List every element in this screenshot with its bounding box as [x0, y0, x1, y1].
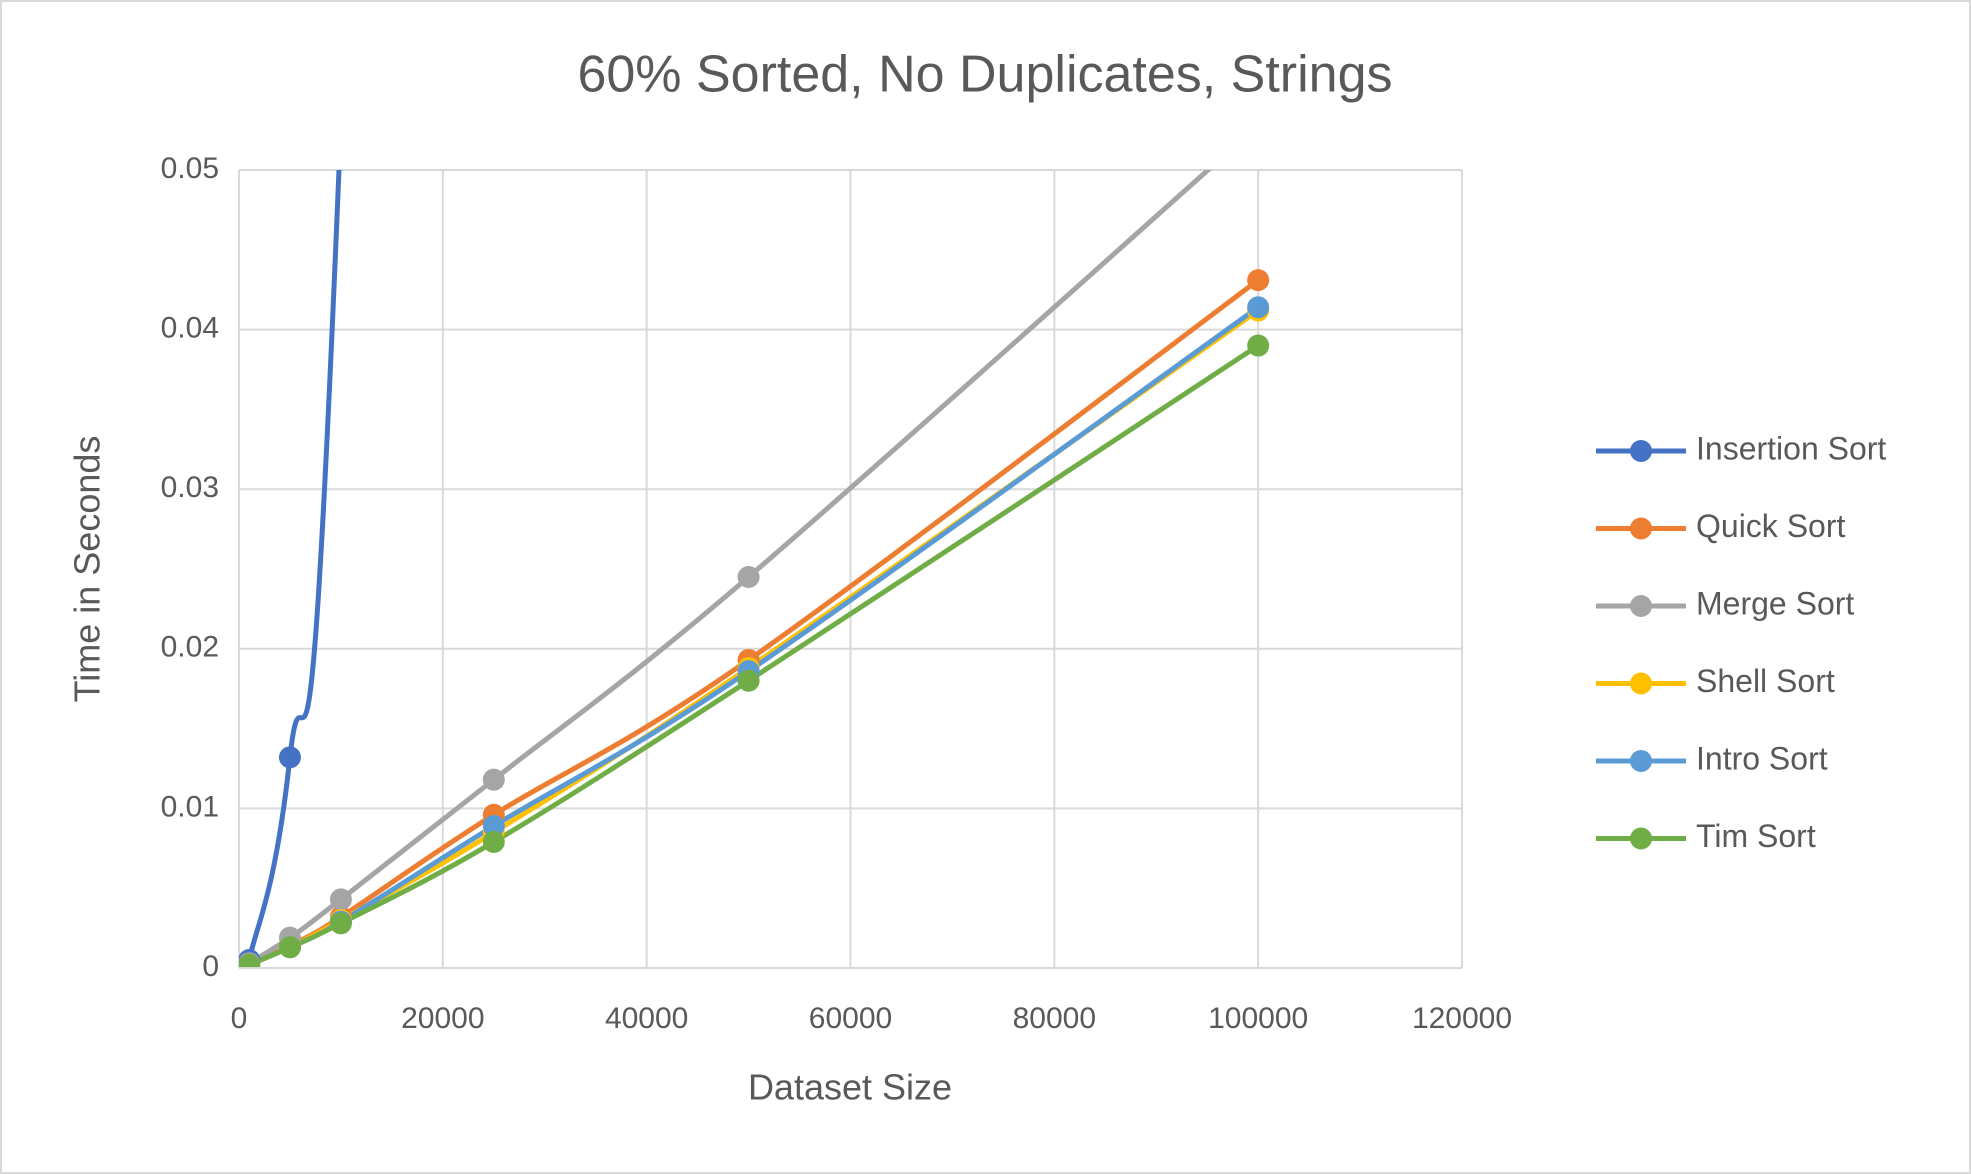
legend-marker	[1630, 517, 1652, 540]
data-point	[1247, 334, 1270, 357]
x-tick-label: 100000	[1208, 1002, 1308, 1035]
series-line	[248, 343, 1260, 968]
data-point	[329, 912, 352, 935]
data-point	[482, 814, 505, 837]
series-line	[247, 170, 1212, 966]
legend-text: Shell Sort	[1696, 663, 1835, 699]
x-axis-title: Dataset Size	[748, 1067, 952, 1108]
x-tick-label: 120000	[1412, 1002, 1512, 1035]
legend-marker	[1630, 827, 1652, 850]
legend-marker	[1630, 750, 1652, 772]
data-point	[482, 768, 505, 791]
plot-area	[239, 170, 1270, 968]
data-point	[1247, 296, 1270, 319]
data-point	[1247, 269, 1270, 292]
data-point	[737, 669, 760, 692]
x-tick-label: 80000	[1013, 1002, 1096, 1035]
legend-marker	[1630, 672, 1652, 695]
y-tick-label: 0.05	[161, 152, 219, 185]
y-tick-label: 0.03	[161, 471, 219, 504]
x-tick-label: 60000	[809, 1002, 892, 1035]
y-tick-label: 0	[202, 950, 219, 983]
y-axis-title: Time in Seconds	[67, 436, 108, 703]
data-point	[737, 565, 760, 588]
x-tick-label: 20000	[401, 1002, 484, 1035]
x-tick-label: 0	[231, 1002, 248, 1035]
legend-text: Quick Sort	[1696, 508, 1845, 544]
legend-marker	[1630, 440, 1652, 462]
legend-text: Intro Sort	[1696, 740, 1828, 776]
data-point	[278, 746, 301, 769]
legend-text: Merge Sort	[1696, 585, 1854, 621]
legend-text: Tim Sort	[1696, 818, 1816, 854]
data-point	[482, 830, 505, 853]
data-point	[329, 888, 352, 911]
legend-marker	[1630, 595, 1652, 617]
x-tick-label: 40000	[605, 1002, 688, 1035]
legend-text: Insertion Sort	[1696, 430, 1886, 466]
y-tick-label: 0.02	[161, 631, 219, 664]
y-tick-label: 0.04	[161, 312, 219, 345]
data-point	[278, 936, 301, 959]
y-tick-label: 0.01	[161, 790, 219, 823]
data-point	[239, 953, 261, 968]
chart-title: 60% Sorted, No Duplicates, Strings	[577, 46, 1392, 104]
